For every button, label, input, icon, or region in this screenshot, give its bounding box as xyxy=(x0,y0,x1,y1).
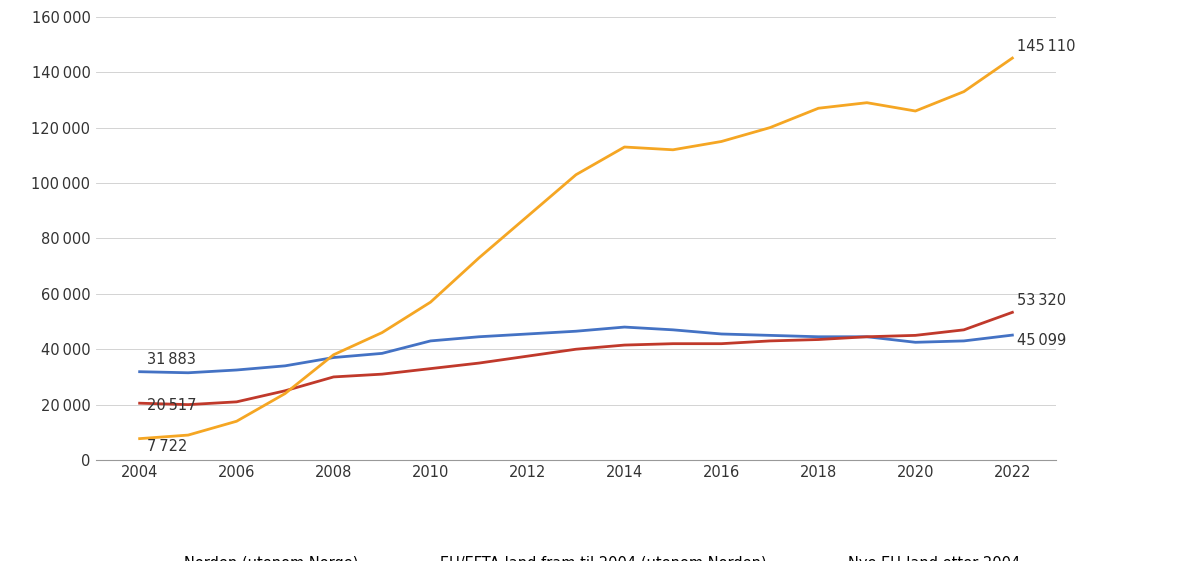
Legend: Norden (utenom Norge), EU/EFTA-land fram til 2004 (utenom Norden), Nye EU-land e: Norden (utenom Norge), EU/EFTA-land fram… xyxy=(126,550,1026,561)
Text: 7 722: 7 722 xyxy=(146,439,187,454)
Text: 145 110: 145 110 xyxy=(1018,39,1075,54)
Text: 53 320: 53 320 xyxy=(1018,293,1067,308)
Text: 31 883: 31 883 xyxy=(146,352,196,367)
Text: 45 099: 45 099 xyxy=(1018,333,1067,348)
Text: 20 517: 20 517 xyxy=(146,398,197,413)
